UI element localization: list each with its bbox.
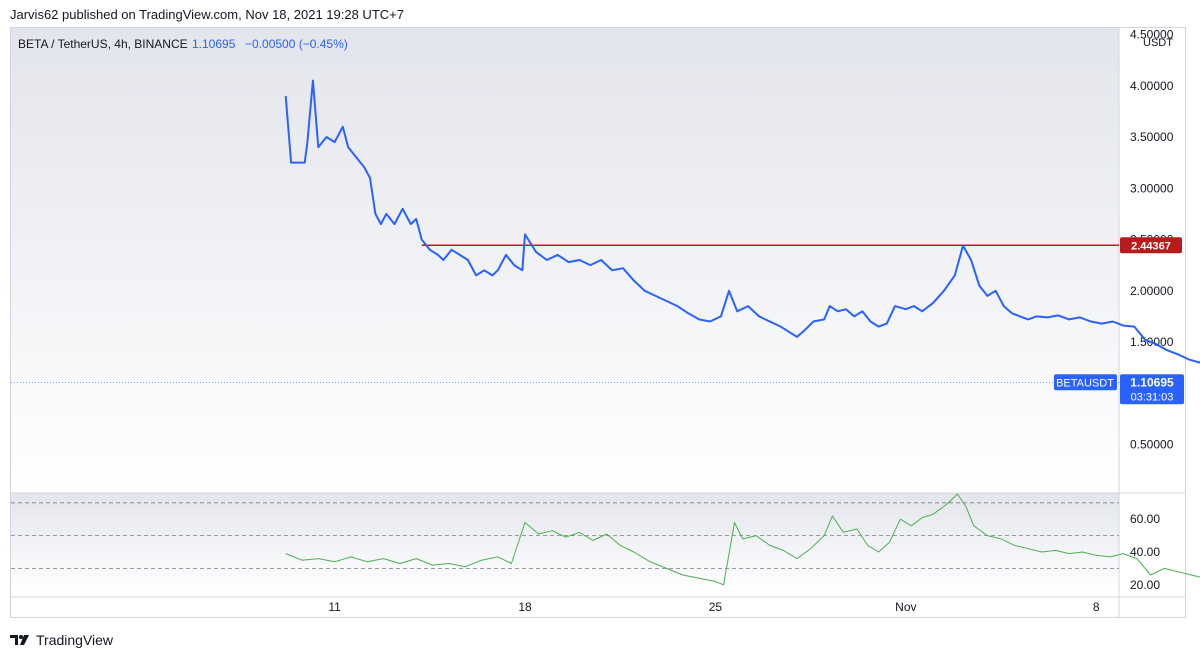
- oscillator-tick-label: 60.00: [1130, 512, 1160, 526]
- price-tick-label: 0.50000: [1130, 438, 1174, 452]
- chart-frame: [10, 27, 1186, 618]
- price-tag-value: 1.10695: [1130, 375, 1174, 389]
- footer-brand[interactable]: TradingView: [10, 632, 113, 648]
- price-tick-label: 4.00000: [1130, 79, 1174, 93]
- oscillator-tick-label: 20.00: [1130, 578, 1160, 592]
- time-tick-label: 8: [1093, 600, 1100, 614]
- time-tick-label: 25: [709, 600, 723, 614]
- price-tag: [1120, 374, 1184, 405]
- price-tag-countdown: 03:31:03: [1131, 391, 1174, 403]
- price-tick-label: 4.50000: [1130, 28, 1174, 42]
- symbol-tag-label: BETAUSDT: [1056, 377, 1114, 389]
- symbol-price: 1.10695: [192, 37, 236, 51]
- time-tick-label: 18: [518, 600, 532, 614]
- currency-label: USDT: [1143, 37, 1173, 49]
- tradingview-logo-icon: [10, 635, 29, 645]
- footer-brand-label: TradingView: [36, 632, 114, 648]
- oscillator-tick-label: 40.00: [1130, 545, 1160, 559]
- symbol-change: −0.00500 (−0.45%): [245, 37, 348, 51]
- price-tick-label: 2.00000: [1130, 284, 1174, 298]
- horizontal-level-value: 2.44367: [1131, 240, 1171, 252]
- price-series-line[interactable]: [284, 79, 1200, 383]
- price-tick-label: 3.50000: [1130, 130, 1174, 144]
- oscillator-levels: [11, 502, 1119, 569]
- price-chart[interactable]: BETA / TetherUS, 4h, BINANCE 1.10695 −0.…: [0, 0, 1200, 625]
- time-axis-ticks: 111825Nov81522Dec13: [328, 600, 1100, 614]
- oscillator-line[interactable]: [285, 493, 1200, 586]
- oscillator-axis-ticks: 60.00 40.00 20.00: [1130, 512, 1160, 592]
- price-tag-group: BETAUSDT 1.10695 03:31:03: [1054, 374, 1184, 405]
- published-caption: Jarvis62 published on TradingView.com, N…: [10, 7, 404, 22]
- time-tick-label: 11: [328, 600, 341, 614]
- price-tick-label: 3.00000: [1130, 181, 1174, 195]
- time-tick-label: Nov: [895, 600, 916, 614]
- symbol-tag: [1054, 374, 1117, 391]
- oscillator-pane-background: [11, 493, 1119, 591]
- symbol-description: BETA / TetherUS, 4h, BINANCE: [18, 37, 188, 51]
- horizontal-level-tag: 2.44367: [1120, 237, 1182, 254]
